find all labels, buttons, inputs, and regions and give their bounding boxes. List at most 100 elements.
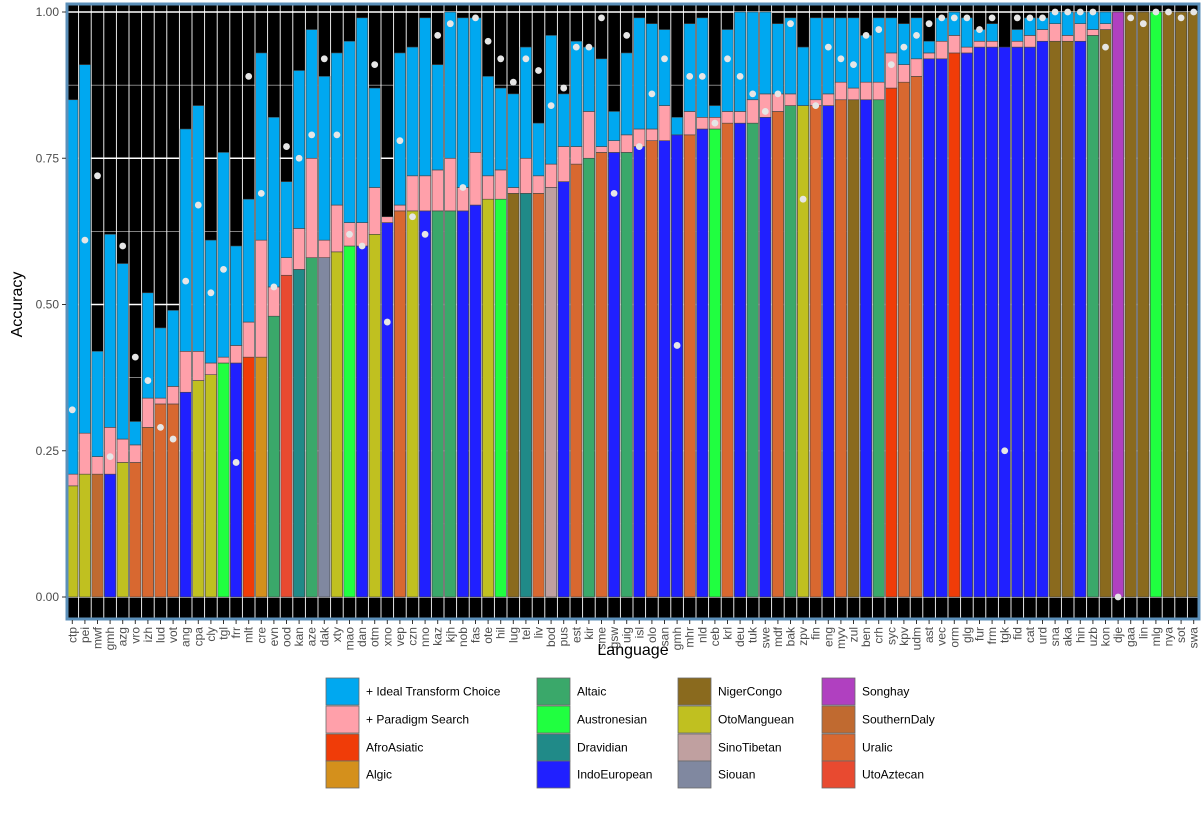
bar-paradigm-search (558, 147, 569, 182)
data-point (712, 120, 719, 127)
bar-paradigm-search (155, 398, 166, 404)
data-point (1115, 594, 1122, 601)
bar-ideal-transform (608, 111, 619, 140)
data-point (850, 61, 857, 68)
plot-panel (66, 3, 1200, 620)
data-point (775, 91, 782, 98)
bar-paradigm-search (974, 41, 985, 47)
bar-base (457, 211, 468, 597)
legend-key (326, 706, 359, 733)
bar-ideal-transform (344, 41, 355, 222)
y-axis-title: Accuracy (9, 272, 26, 338)
data-point (787, 20, 794, 27)
bar-base (608, 152, 619, 597)
bar-base (394, 211, 405, 597)
bar-base (293, 269, 304, 597)
bar-base (1062, 41, 1073, 597)
bar-base (734, 123, 745, 597)
data-point (1190, 9, 1197, 16)
bar-ideal-transform (772, 24, 783, 94)
legend-key (678, 761, 711, 788)
data-point (82, 237, 89, 244)
data-point (334, 131, 341, 138)
y-tick-label: 0.00 (36, 590, 60, 604)
bar-base (104, 474, 115, 597)
legend-key (678, 678, 711, 705)
bar-base (407, 211, 418, 597)
data-point (976, 26, 983, 33)
bar-base (873, 100, 884, 597)
data-point (749, 91, 756, 98)
bar-base (999, 47, 1010, 597)
bar-ideal-transform (671, 117, 682, 135)
bar-base (142, 427, 153, 597)
legend-label: AfroAsiatic (366, 741, 423, 755)
bar-ideal-transform (394, 53, 405, 205)
bar-base (1012, 47, 1023, 597)
bar-ideal-transform (470, 18, 481, 153)
bar-ideal-transform (331, 53, 342, 205)
bar-base (1075, 41, 1086, 597)
data-point (107, 453, 114, 460)
bar-paradigm-search (79, 433, 90, 474)
data-point (951, 14, 958, 21)
bar-base (180, 392, 191, 597)
bar-ideal-transform (369, 88, 380, 187)
legend-key (537, 706, 570, 733)
bar-ideal-transform (508, 94, 519, 188)
bar-base (432, 211, 443, 597)
bar-base (634, 147, 645, 597)
bar-paradigm-search (508, 188, 519, 194)
bar-base (571, 164, 582, 597)
bar-ideal-transform (747, 12, 758, 100)
bar-paradigm-search (1024, 35, 1035, 47)
data-point (220, 266, 227, 273)
bar-base (470, 205, 481, 597)
data-point (926, 20, 933, 27)
bar-paradigm-search (1100, 24, 1111, 30)
data-point (1090, 9, 1097, 16)
bar-paradigm-search (482, 176, 493, 199)
data-point (964, 14, 971, 21)
data-point (812, 102, 819, 109)
bar-base (583, 158, 594, 597)
bar-paradigm-search (646, 129, 657, 141)
data-point (737, 73, 744, 80)
legend-key (822, 706, 855, 733)
bar-paradigm-search (823, 94, 834, 106)
data-point (434, 32, 441, 39)
bar-base (545, 188, 556, 598)
data-point (409, 213, 416, 220)
bar-base (130, 462, 141, 597)
bar-base (243, 357, 254, 597)
data-point (1052, 9, 1059, 16)
bar-paradigm-search (1012, 41, 1023, 47)
bar-base (709, 129, 720, 597)
bar-ideal-transform (659, 30, 670, 106)
bar-paradigm-search (193, 351, 204, 380)
bar-paradigm-search (659, 106, 670, 141)
data-point (598, 14, 605, 21)
bar-paradigm-search (268, 287, 279, 316)
bar-paradigm-search (432, 170, 443, 211)
bar-ideal-transform (709, 106, 720, 118)
legend-label: Austronesian (577, 713, 647, 727)
data-point (157, 424, 164, 431)
bar-base (671, 135, 682, 597)
data-point (384, 319, 391, 326)
data-point (611, 190, 618, 197)
legend-label: UtoAztecan (862, 768, 924, 782)
bar-ideal-transform (571, 41, 582, 146)
data-point (1077, 9, 1084, 16)
bar-base (684, 135, 695, 597)
bar-base (256, 357, 267, 597)
bar-base (1024, 47, 1035, 597)
bar-base (558, 182, 569, 597)
bar-ideal-transform (520, 47, 531, 158)
bar-ideal-transform (230, 246, 241, 345)
bar-base (772, 111, 783, 597)
bar-base (1150, 12, 1161, 597)
data-point (762, 108, 769, 115)
legend-label: SinoTibetan (718, 741, 782, 755)
bar-paradigm-search (923, 53, 934, 59)
